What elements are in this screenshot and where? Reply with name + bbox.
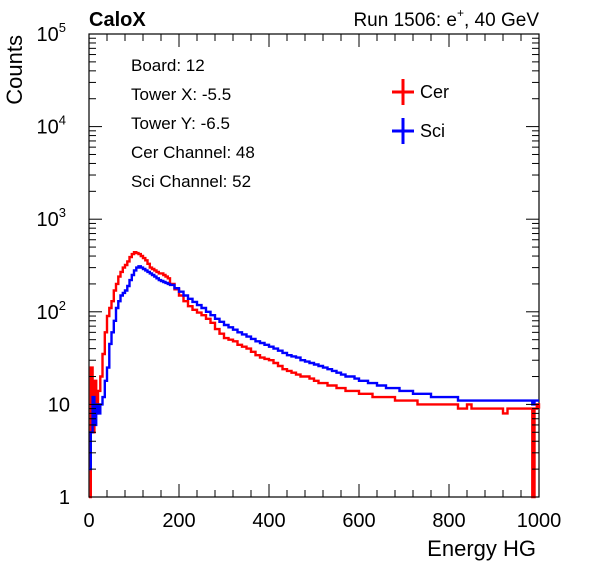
info-sci-channel: Sci Channel: 52 — [131, 172, 251, 191]
info-box: Board: 12 Tower X: -5.5 Tower Y: -6.5 Ce… — [131, 56, 255, 191]
legend-label-cer: Cer — [420, 82, 449, 102]
legend: Cer Sci — [392, 79, 449, 144]
legend-marker-cer — [392, 79, 414, 105]
x-tick-label-200: 200 — [162, 510, 195, 532]
x-tick-label-1000: 1000 — [517, 510, 562, 532]
info-tower-y: Tower Y: -6.5 — [131, 114, 230, 133]
header-left: CaloX — [89, 9, 146, 31]
x-tick-label-0: 0 — [83, 510, 94, 532]
header-right-suffix: , 40 GeV — [464, 10, 539, 31]
legend-label-sci: Sci — [420, 121, 445, 141]
info-tower-x: Tower X: -5.5 — [131, 85, 231, 104]
y-tick-label-10000: 104 — [37, 113, 66, 139]
header-right: Run 1506: e+, 40 GeV — [353, 6, 539, 31]
x-axis-title: Energy HG — [427, 536, 536, 561]
y-tick-label-100000: 105 — [37, 20, 66, 46]
info-cer-channel: Cer Channel: 48 — [131, 143, 255, 162]
y-tick-label-100: 102 — [37, 298, 66, 324]
y-tick-label-1: 1 — [59, 487, 70, 509]
y-axis-title: Counts — [2, 35, 27, 105]
y-tick-label-10: 10 — [48, 394, 70, 416]
legend-marker-sci — [392, 118, 414, 144]
plot-frame — [88, 33, 540, 498]
series-line-cer — [89, 251, 541, 499]
info-board: Board: 12 — [131, 56, 205, 75]
x-tick-label-400: 400 — [252, 510, 285, 532]
header-right-prefix: Run 1506: e — [353, 10, 457, 31]
x-tick-label-800: 800 — [432, 510, 465, 532]
series-line-sci — [89, 265, 539, 471]
y-tick-label-1000: 103 — [37, 205, 66, 231]
header-right-sup: + — [457, 6, 464, 20]
x-tick-label-600: 600 — [342, 510, 375, 532]
series-layer — [89, 251, 541, 499]
tick-layer: 0 200 400 600 800 1000 1 10 102 103 104 105 — [37, 20, 562, 532]
